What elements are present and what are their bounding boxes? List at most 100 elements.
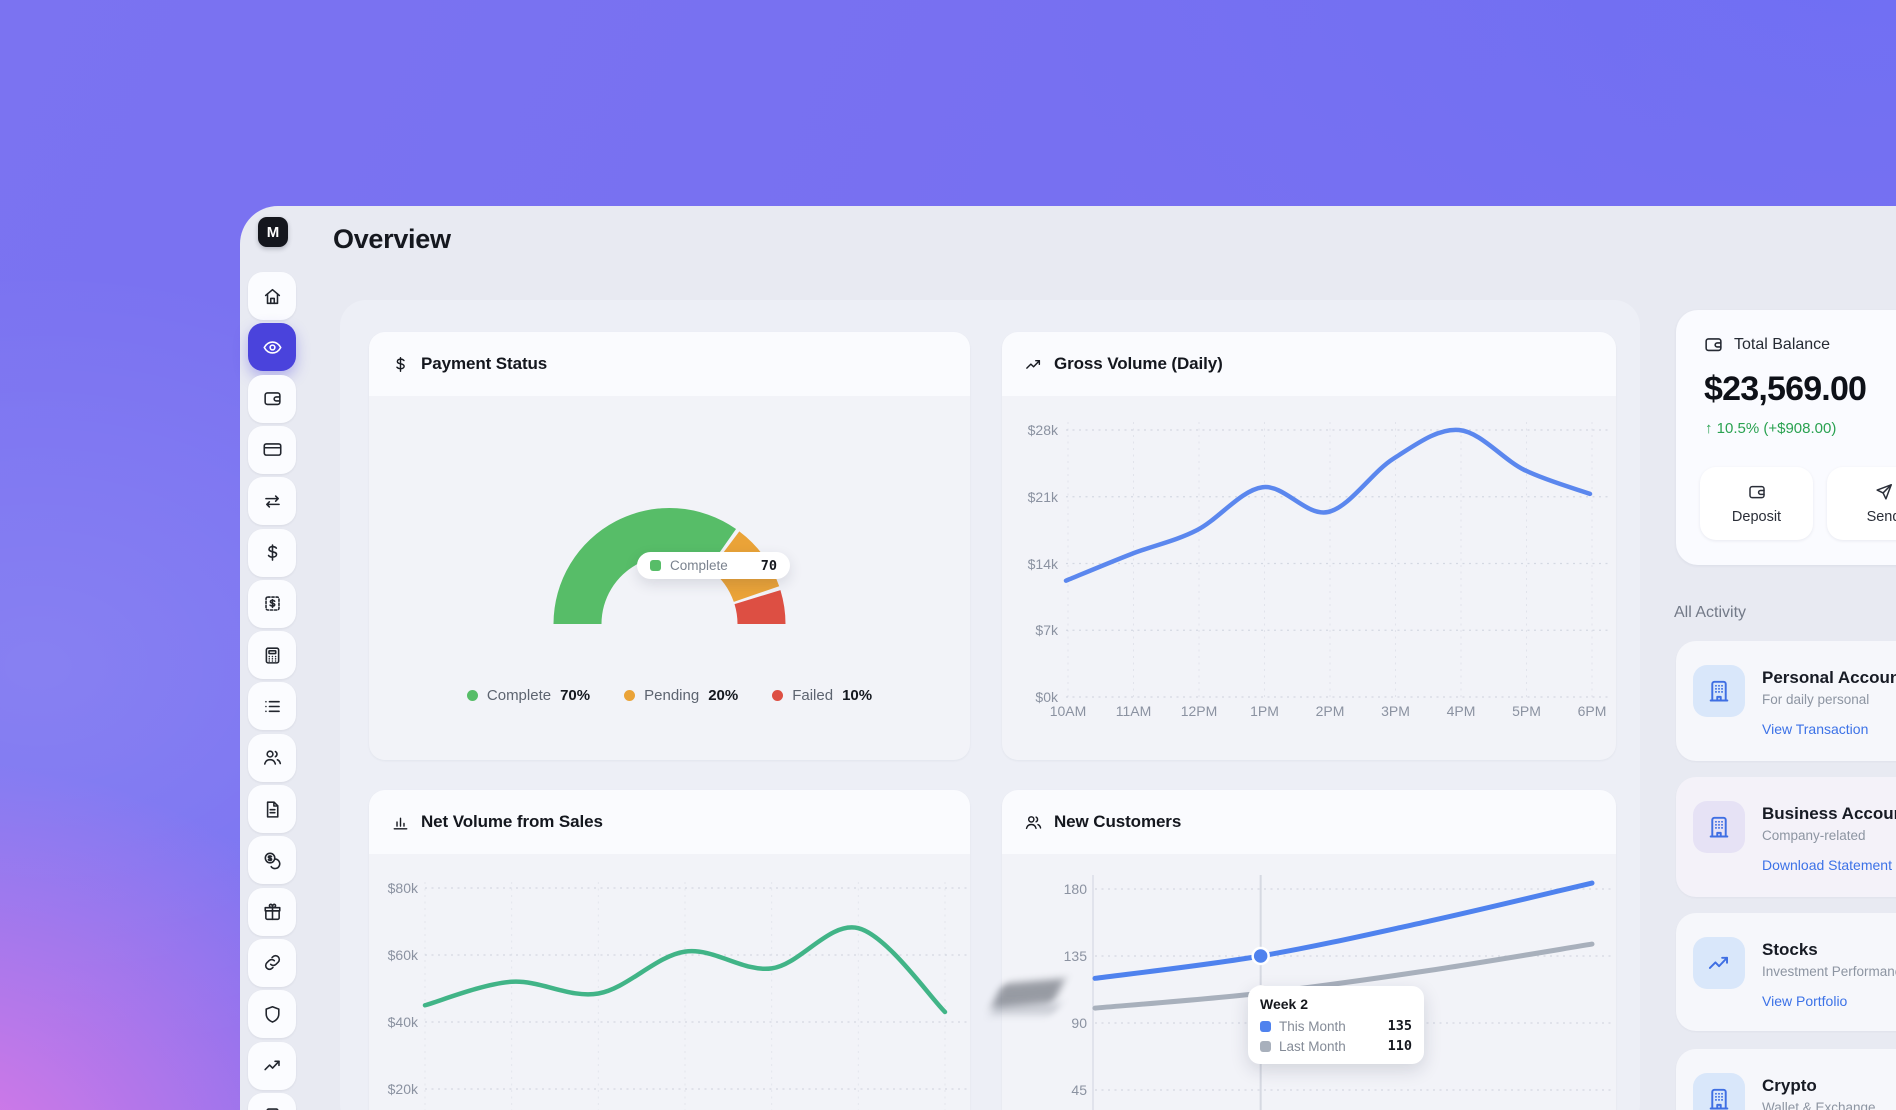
sidebar-item-dollar[interactable]: [248, 528, 296, 577]
axis-tick-label: $80k: [387, 880, 418, 896]
activity-title: Personal Account: [1762, 668, 1896, 687]
activity-card-stocks[interactable]: Stocks Investment Performance View Portf…: [1676, 913, 1896, 1031]
tooltip-label: This Month: [1279, 1018, 1346, 1034]
download-statement-link[interactable]: Download Statement: [1762, 857, 1892, 873]
activity-title: Stocks: [1762, 940, 1818, 959]
legend-dot: [772, 690, 784, 701]
link-icon: [264, 955, 280, 971]
sidebar-item-list[interactable]: [248, 682, 296, 731]
credit-card-icon: [262, 443, 282, 457]
trending-up-icon: [1708, 956, 1728, 969]
building-icon: [1693, 665, 1745, 717]
axis-tick-label: 5PM: [1512, 703, 1541, 719]
activity-subtitle: Company-related: [1762, 828, 1866, 843]
sidebar-item-gift[interactable]: [248, 887, 296, 936]
eye-icon: [262, 341, 282, 354]
tooltip-swatch: [1260, 1040, 1271, 1052]
activity-card-personal[interactable]: Personal Account For daily personal View…: [1676, 641, 1896, 761]
axis-tick-label: $40k: [387, 1014, 418, 1030]
card-title: Gross Volume (Daily): [1054, 354, 1223, 373]
gross-volume-card: Gross Volume (Daily): [1002, 332, 1616, 760]
tooltip-swatch: [650, 560, 661, 571]
gauge-legend: Complete 70% Pending 20% Failed 10%: [369, 687, 970, 704]
building-icon: [266, 1108, 278, 1110]
deposit-button[interactable]: Deposit: [1700, 467, 1813, 540]
balance-change: ↑ 10.5% (+$908.00): [1705, 420, 1837, 437]
building-icon: [1709, 816, 1729, 838]
document-icon: [266, 800, 279, 818]
axis-tick-label: $0k: [1035, 689, 1058, 705]
trending-up-icon: [1693, 937, 1745, 989]
balance-amount: $23,569.00: [1704, 370, 1867, 408]
axis-tick-label: 3PM: [1381, 703, 1410, 719]
sidebar-item-trending-up[interactable]: [248, 1041, 296, 1090]
axis-tick-label: $20k: [387, 1081, 418, 1097]
sidebar-item-credit-card[interactable]: [248, 425, 296, 474]
tooltip-swatch: [1260, 1020, 1271, 1032]
users-icon: [1025, 815, 1042, 829]
legend-value: 20%: [708, 687, 739, 704]
coins-icon: [264, 852, 280, 870]
card-title: Payment Status: [421, 354, 548, 373]
trending-up-icon: [1024, 355, 1043, 374]
users-icon: [263, 750, 281, 765]
legend-dot: [466, 690, 478, 701]
view-transaction-link[interactable]: View Transaction: [1762, 721, 1869, 737]
list-icon: [264, 700, 280, 712]
gauge-tooltip: Complete 70: [637, 552, 791, 579]
sidebar-item-document[interactable]: [248, 785, 296, 833]
page-title: Overview: [333, 224, 451, 254]
sidebar-item-home[interactable]: [248, 272, 296, 320]
legend-value: 10%: [842, 687, 873, 704]
sidebar-item-coins[interactable]: [248, 836, 296, 885]
tooltip-row: This Month 135: [1260, 1018, 1412, 1034]
building-icon: [1709, 680, 1729, 702]
net-volume-card: Net Volume from Sales: [369, 790, 970, 1110]
activity-card-business[interactable]: Business Account Company-related Downloa…: [1676, 777, 1896, 897]
app-logo[interactable]: M: [258, 217, 288, 247]
tooltip-row: Last Month 110: [1260, 1038, 1412, 1054]
sidebar-item-building[interactable]: [248, 1092, 296, 1110]
transfer-icon: [264, 494, 280, 508]
dollar-icon: [396, 356, 405, 372]
axis-tick-label: 135: [1063, 948, 1087, 964]
balance-header: Total Balance: [1703, 334, 1830, 355]
sidebar-item-receipt[interactable]: [248, 579, 296, 628]
axis-tick-label: 6PM: [1577, 703, 1607, 719]
trending-up-icon: [263, 1060, 280, 1071]
sidebar-item-transfer[interactable]: [248, 477, 296, 526]
activity-title: Business Account: [1762, 804, 1896, 823]
sidebar-item-link[interactable]: [248, 938, 296, 987]
activity-subtitle: Investment Performance: [1762, 964, 1896, 979]
legend-label: Failed: [792, 687, 834, 704]
card-title: Net Volume from Sales: [421, 812, 603, 831]
receipt-icon: [264, 596, 280, 612]
axis-tick-label: $28k: [1027, 422, 1058, 438]
axis-tick-label: $60k: [387, 947, 418, 963]
building-icon: [1693, 1073, 1745, 1110]
send-button[interactable]: Send: [1827, 467, 1896, 540]
sidebar-item-shield[interactable]: [248, 990, 296, 1039]
all-activity-title: All Activity: [1674, 604, 1747, 621]
axis-tick-label: 11AM: [1115, 703, 1152, 719]
sidebar-item-calculator[interactable]: [248, 631, 296, 680]
legend-item: Complete 70%: [466, 687, 590, 704]
wallet-icon: [263, 392, 281, 406]
sidebar-item-users[interactable]: [248, 733, 296, 782]
calculator-icon: [265, 646, 279, 664]
activity-card-crypto[interactable]: Crypto Wallet & Exchange: [1676, 1049, 1896, 1110]
dollar-icon: [267, 544, 277, 561]
building-icon: [1693, 801, 1745, 853]
legend-dot: [624, 690, 636, 701]
send-icon: [1874, 482, 1894, 502]
view-portfolio-link[interactable]: View Portfolio: [1762, 993, 1848, 1009]
tooltip-title: Week 2: [1260, 996, 1308, 1012]
legend-item: Failed 10%: [772, 687, 872, 704]
sidebar-item-eye[interactable]: [248, 323, 296, 372]
app-logo-letter: M: [266, 223, 280, 241]
axis-tick-label: 1PM: [1250, 703, 1279, 719]
sidebar-item-wallet[interactable]: [248, 374, 296, 423]
axis-tick-label: $21k: [1027, 488, 1058, 505]
axis-tick-label: 45: [1071, 1082, 1087, 1098]
axis-tick-label: 90: [1071, 1015, 1087, 1031]
